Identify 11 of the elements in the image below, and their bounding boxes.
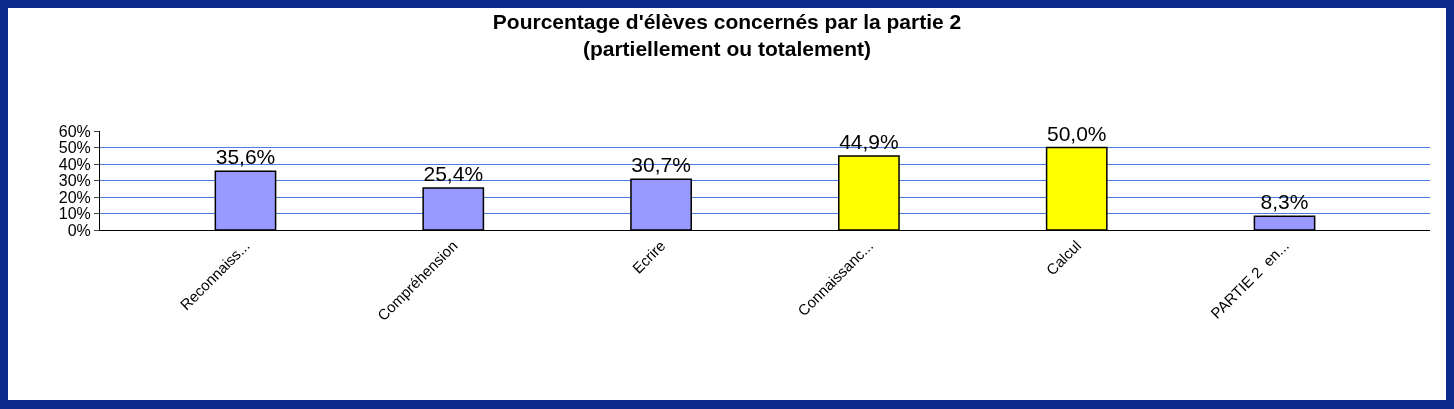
data-label: 35,6% xyxy=(215,145,276,169)
y-tick-label: 30% xyxy=(58,172,91,190)
data-label: 25,4% xyxy=(423,162,484,186)
y-tick-label: 40% xyxy=(58,155,91,173)
chart-title: Pourcentage d'élèves concernés par la partie 2 (partiellement ou totalement) xyxy=(492,9,962,60)
y-tick-label: 10% xyxy=(58,205,91,223)
data-label: 50,0% xyxy=(1046,121,1107,145)
y-tick-label: 50% xyxy=(58,139,91,157)
y-tick-label: 20% xyxy=(58,188,91,206)
y-tick-label: 60% xyxy=(58,122,91,140)
y-tick-label: 0% xyxy=(67,221,91,239)
